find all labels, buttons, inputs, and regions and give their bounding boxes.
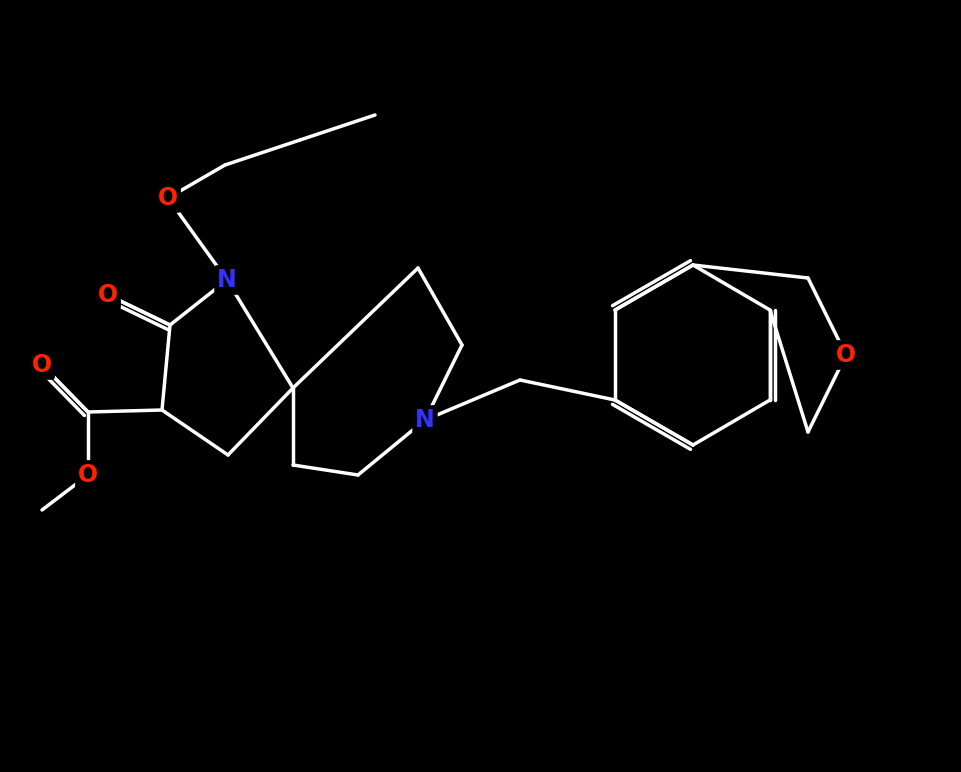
Text: O: O [32, 353, 52, 377]
Text: O: O [836, 343, 856, 367]
Text: O: O [98, 283, 118, 307]
Text: O: O [78, 463, 98, 487]
Text: O: O [158, 186, 178, 210]
Text: N: N [415, 408, 435, 432]
Text: N: N [217, 268, 236, 292]
